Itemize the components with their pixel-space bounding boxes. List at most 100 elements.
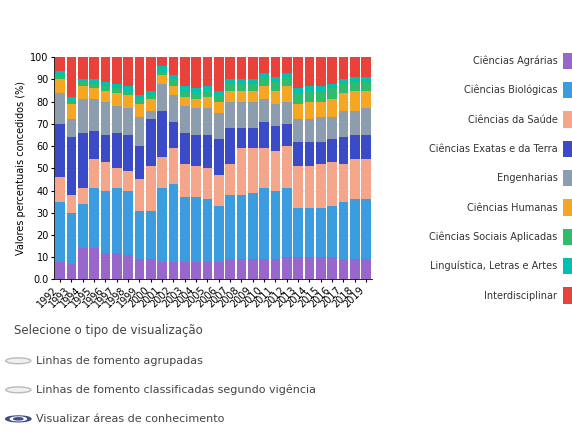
Text: Linguística, Letras e Artes: Linguística, Letras e Artes xyxy=(430,261,558,271)
Bar xyxy=(55,70,65,75)
Bar xyxy=(362,135,371,159)
Bar xyxy=(123,95,133,108)
Text: Linhas de fomento classificadas segundo vigência: Linhas de fomento classificadas segundo … xyxy=(36,385,316,395)
Bar xyxy=(112,106,121,133)
Bar xyxy=(134,180,144,210)
Bar xyxy=(350,260,360,279)
Bar xyxy=(327,88,337,99)
Bar xyxy=(169,148,178,184)
Bar xyxy=(123,171,133,191)
Bar xyxy=(169,121,178,148)
Bar xyxy=(305,57,314,86)
Y-axis label: Valores percentuais concedidos (%): Valores percentuais concedidos (%) xyxy=(16,81,26,255)
Bar xyxy=(563,258,572,274)
Bar xyxy=(259,121,269,148)
Bar xyxy=(563,82,572,98)
Bar xyxy=(316,86,325,91)
Bar xyxy=(112,93,121,106)
Text: Percentual total sempre é igual a 100: Percentual total sempre é igual a 100 xyxy=(14,17,338,33)
Bar xyxy=(191,197,201,262)
Bar xyxy=(271,91,280,104)
Bar xyxy=(112,133,121,168)
Bar xyxy=(78,133,88,188)
Bar xyxy=(134,104,144,117)
Bar xyxy=(316,142,325,164)
Bar xyxy=(339,137,348,164)
Bar xyxy=(157,75,167,84)
Bar xyxy=(327,161,337,206)
Bar xyxy=(78,188,88,204)
Text: Linhas de fomento agrupadas: Linhas de fomento agrupadas xyxy=(36,356,203,366)
Bar xyxy=(66,97,76,102)
Bar xyxy=(316,102,325,117)
Bar xyxy=(248,79,257,84)
Bar xyxy=(327,139,337,161)
Bar xyxy=(101,135,110,161)
Bar xyxy=(157,262,167,279)
Bar xyxy=(157,70,167,75)
Text: Ciências Sociais Aplicadas: Ciências Sociais Aplicadas xyxy=(429,231,558,242)
Bar xyxy=(225,128,235,164)
Bar xyxy=(89,88,99,99)
Bar xyxy=(112,88,121,93)
Bar xyxy=(339,84,348,93)
Bar xyxy=(259,188,269,260)
Bar xyxy=(191,88,201,93)
Bar xyxy=(248,148,257,193)
Bar xyxy=(282,188,292,257)
Text: Ciências Exatas e da Terra: Ciências Exatas e da Terra xyxy=(429,144,558,154)
Bar xyxy=(146,260,156,279)
Bar xyxy=(78,204,88,248)
Bar xyxy=(248,260,257,279)
Bar xyxy=(157,188,167,262)
Bar xyxy=(191,262,201,279)
Bar xyxy=(305,142,314,166)
Bar xyxy=(134,57,144,95)
Bar xyxy=(305,257,314,279)
Bar xyxy=(101,102,110,135)
Bar xyxy=(180,262,189,279)
Bar xyxy=(259,260,269,279)
Bar xyxy=(305,166,314,208)
Bar xyxy=(89,159,99,188)
Bar xyxy=(248,102,257,128)
Circle shape xyxy=(7,387,30,392)
Bar xyxy=(225,102,235,128)
Bar xyxy=(316,117,325,142)
Bar xyxy=(271,150,280,191)
Bar xyxy=(66,264,76,279)
Bar xyxy=(123,57,133,86)
Bar xyxy=(89,57,99,79)
Bar xyxy=(350,77,360,82)
Bar xyxy=(271,260,280,279)
Bar xyxy=(362,260,371,279)
Bar xyxy=(282,57,292,73)
Bar xyxy=(248,91,257,102)
Bar xyxy=(225,164,235,195)
Bar xyxy=(89,131,99,159)
Bar xyxy=(305,102,314,119)
Bar xyxy=(134,99,144,104)
Text: Visualizar áreas de conhecimento: Visualizar áreas de conhecimento xyxy=(36,414,224,424)
Bar xyxy=(362,82,371,91)
Bar xyxy=(180,106,189,133)
Text: Ciências Biológicas: Ciências Biológicas xyxy=(464,85,558,95)
Bar xyxy=(180,97,189,106)
Bar xyxy=(271,77,280,82)
Bar xyxy=(55,202,65,262)
Bar xyxy=(339,93,348,110)
Bar xyxy=(339,260,348,279)
Bar xyxy=(237,57,246,79)
Bar xyxy=(214,113,224,139)
Bar xyxy=(293,93,303,104)
Bar xyxy=(123,135,133,171)
Bar xyxy=(282,73,292,77)
Bar xyxy=(362,159,371,199)
Bar xyxy=(134,260,144,279)
Bar xyxy=(66,104,76,119)
Bar xyxy=(293,208,303,257)
Bar xyxy=(362,57,371,77)
Bar xyxy=(180,86,189,91)
Circle shape xyxy=(6,416,31,422)
Bar xyxy=(180,197,189,262)
